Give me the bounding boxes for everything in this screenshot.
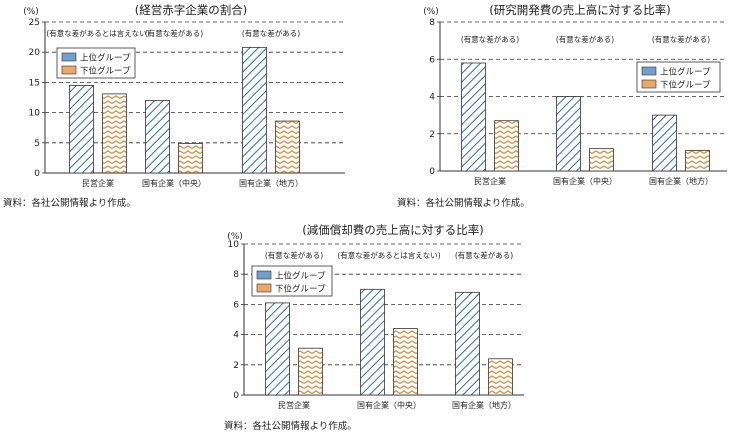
chart-panel-1: (経営赤字企業の割合) (%) 0 5 10 15 20 25 (有意な差があるとは言えな… [23,3,345,188]
legend-label: 上位グループ [660,67,711,78]
y-tick-label: 5 [34,139,40,149]
bar-lower-group [488,358,513,396]
y-tick-label: 4 [429,93,435,103]
y-tick-label: 10 [29,109,41,119]
y-tick-label: 8 [233,270,239,280]
x-category-label: 民営企業 [278,400,310,410]
significance-note: (有意な差があるとは言えない) [46,28,149,38]
y-tick-label: 0 [429,167,435,177]
legend-swatch-lower [256,283,272,293]
legend-swatch-lower [61,65,77,75]
source-note: 資料：各社公開情報より作成。 [397,197,530,209]
bar-lower-group [275,120,300,174]
bar-upper-group [652,114,677,172]
bar-lower-group [298,347,323,396]
x-category-label: 国有企業（地方） [649,176,713,186]
bar-lower-group [178,143,203,174]
legend-swatch-upper [61,52,77,62]
y-tick-label: 6 [233,300,239,310]
significance-note: (有意な差がある) [461,34,519,44]
y-tick-label: 2 [429,130,435,140]
y-tick-label: 2 [233,361,239,371]
bar-lower-group [685,150,710,172]
legend-swatch-upper [256,270,272,280]
significance-note: (有意な差があるとは言えない) [337,250,440,260]
y-tick-label: 4 [233,331,239,341]
legend-swatch-upper [641,66,657,76]
y-tick-label: 6 [429,55,435,65]
source-note: 資料：各社公開情報より作成。 [224,420,357,432]
bar-lower-group [589,148,614,172]
y-tick-label: 8 [429,18,435,28]
chart-panel-3: (減価償却費の売上高に対する比率) (%) 0 2 4 6 8 10 (有意な差がある) (… [227,223,524,410]
bar-upper-group [265,302,290,396]
x-category-label: 国有企業（中央） [142,178,206,188]
significance-note: (有意な差がある) [265,250,323,260]
y-unit-label: (%) [227,232,243,242]
bar-lower-group [102,93,127,174]
bar-upper-group [360,288,385,396]
x-category-label: 民営企業 [82,178,114,188]
bar-upper-group [461,62,486,172]
bar-upper-group [455,291,480,396]
y-tick-label: 25 [29,18,40,28]
chart-title: (研究開発費の売上高に対する比率) [489,3,670,17]
y-tick-label: 0 [233,391,239,401]
y-unit-label: (%) [423,7,439,17]
significance-note: (有意な差がある) [652,34,710,44]
significance-note: (有意な差がある) [455,250,513,260]
bar-upper-group [145,100,170,174]
y-tick-label: 0 [34,169,40,179]
x-category-label: 国有企業（地方） [239,178,303,188]
bar-lower-group [494,120,519,172]
x-category-label: 国有企業（地方） [452,400,516,410]
chart-panel-2: (研究開発費の売上高に対する比率) (%) 0 2 4 6 8 (有意な差がある) (有意… [423,3,727,186]
legend-label: 下位グループ [275,284,326,295]
y-tick-label: 10 [228,240,240,250]
y-tick-label: 15 [29,78,40,88]
x-category-label: 国有企業（中央） [357,400,421,410]
source-note: 資料：各社公開情報より作成。 [3,197,136,209]
bar-upper-group [69,85,94,174]
bar-lower-group [393,328,418,396]
significance-note: (有意な差がある) [556,34,614,44]
legend-label: 上位グループ [275,271,326,282]
x-category-label: 国有企業（中央） [553,176,617,186]
legend-label: 下位グループ [660,80,711,91]
legend-label: 上位グループ [80,53,131,64]
x-category-label: 民営企業 [474,176,506,186]
legend-swatch-lower [641,79,657,89]
legend-label: 下位グループ [80,66,131,77]
significance-note: (有意な差がある) [242,28,300,38]
significance-note: (有意な差がある) [145,28,203,38]
bar-upper-group [242,46,267,174]
y-unit-label: (%) [23,7,39,17]
y-tick-label: 20 [29,48,41,58]
bar-upper-group [556,96,581,172]
chart-title: (経営赤字企業の割合) [135,3,247,17]
chart-title: (減価償却費の売上高に対する比率) [302,223,483,237]
